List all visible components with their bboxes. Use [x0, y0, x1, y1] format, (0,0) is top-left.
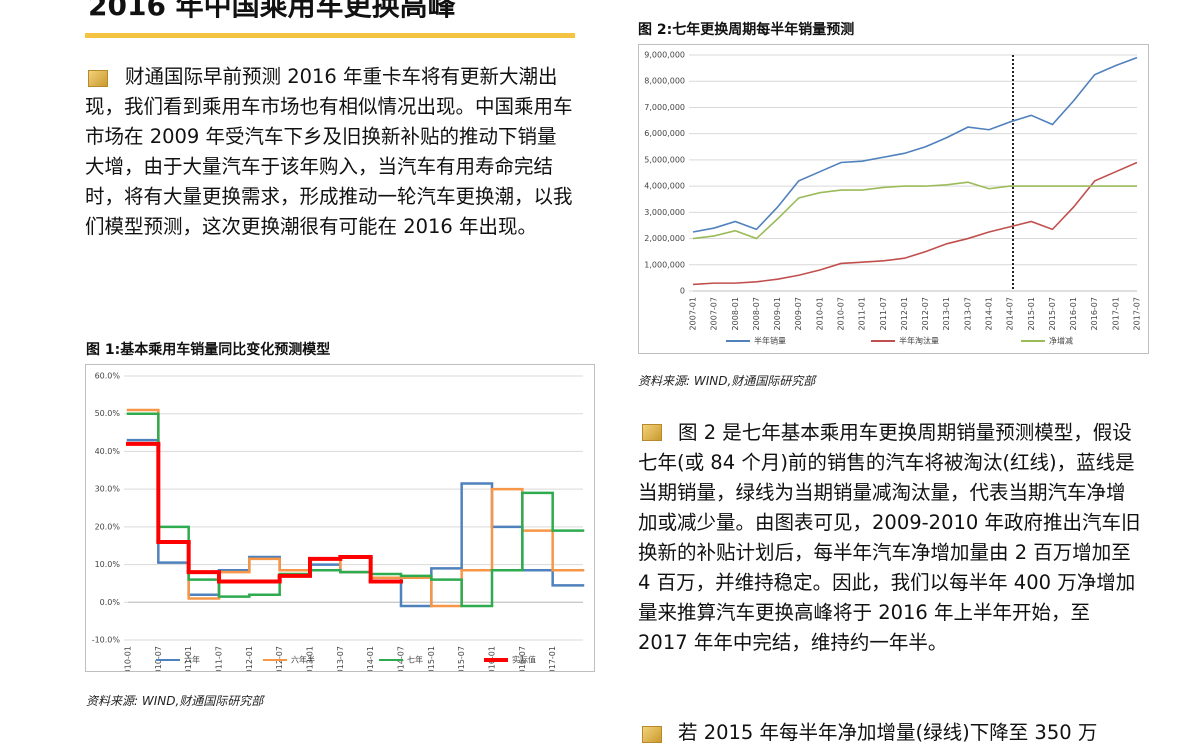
x-tick-label: 2010-07 [154, 646, 163, 672]
y-tick-label: 7,000,000 [644, 103, 685, 112]
legend-label: 七年 [407, 655, 423, 665]
y-tick-label: -10.0% [92, 636, 121, 645]
x-tick-label: 2013-01 [306, 646, 315, 672]
y-tick-label: 50.0% [95, 409, 121, 418]
y-tick-label: 1,000,000 [644, 260, 685, 269]
x-tick-label: 2014-07 [397, 646, 406, 672]
chart: 0 1,000,000 2,000,000 3,000,000 4,000,000 5,0… [638, 44, 1149, 354]
x-tick-label: 2011-01 [184, 646, 193, 672]
chart-source: 资料来源: WIND,财通国际研究部 [86, 694, 264, 708]
legend-label: 六年 [184, 655, 200, 665]
x-tick-label: 2011-07 [879, 297, 888, 330]
y-tick-label: 30.0% [95, 485, 121, 494]
page: 2016 年中国乘用车更换高峰 财通国际早前预测 2016 年重卡车将有更新大潮… [85, 0, 1149, 744]
y-tick-label: 5,000,000 [644, 155, 685, 164]
x-tick-label: 2008-07 [752, 297, 761, 330]
y-tick-label: 9,000,000 [644, 51, 685, 60]
x-tick-label: 2012-01 [245, 646, 254, 672]
x-tick-label: 2014-01 [985, 297, 994, 330]
legend-label: 半年淘汰量 [899, 336, 939, 346]
bullet-icon [88, 70, 108, 87]
legend-label: 半年销量 [754, 336, 786, 346]
legend-label: 六年半 [291, 655, 315, 665]
chart-title: 图 2:七年更换周期每半年销量预测 [638, 22, 855, 38]
x-tick-label: 2015-07 [457, 646, 466, 672]
y-tick-label: 0.0% [100, 598, 121, 607]
x-tick-label: 2016-07 [1090, 297, 1099, 330]
x-tick-label: 2013-07 [336, 646, 345, 672]
x-tick-label: 2013-01 [942, 297, 951, 330]
legend-label: 净增减 [1049, 336, 1073, 346]
y-tick-label: 0 [680, 287, 685, 296]
y-tick-label: 40.0% [95, 447, 121, 456]
x-tick-label: 2011-01 [858, 297, 867, 330]
x-tick-label: 2016-01 [1069, 297, 1078, 330]
chart-title: 图 1:基本乘用车销量同比变化预测模型 [86, 342, 331, 358]
chart: -10.0% 0.0% 10.0% 20.0% 30.0% 40.0% 50.0% 60.0%… [85, 364, 595, 672]
x-tick-label: 2012-01 [900, 297, 909, 330]
y-tick-label: 8,000,000 [644, 77, 685, 86]
x-tick-label: 2017-01 [548, 646, 557, 672]
heading: 2016 年中国乘用车更换高峰 [88, 0, 456, 22]
x-tick-label: 2009-07 [794, 297, 803, 330]
paragraph: 财通国际早前预测 2016 年重卡车将有更新大潮出现，我们看到乘用车市场也有相似… [85, 65, 573, 238]
x-tick-label: 2015-01 [427, 646, 436, 672]
x-tick-label: 2009-01 [773, 297, 782, 330]
x-tick-label: 2007-07 [710, 297, 719, 330]
legend-label: 实际值 [512, 655, 536, 665]
x-tick-label: 2017-07 [1133, 297, 1142, 330]
x-tick-label: 2014-07 [1006, 297, 1015, 330]
x-tick-label: 2015-01 [1027, 297, 1036, 330]
x-tick-label: 2010-01 [815, 297, 824, 330]
y-tick-label: 10.0% [95, 560, 121, 569]
x-tick-label: 2012-07 [275, 646, 284, 672]
paragraph: 若 2015 年每半年净加增量(绿线)下降至 350 万 [678, 721, 1098, 744]
x-tick-label: 2017-01 [1111, 297, 1120, 330]
y-tick-label: 6,000,000 [644, 129, 685, 138]
x-tick-label: 2016-07 [518, 646, 527, 672]
y-tick-label: 2,000,000 [644, 234, 685, 243]
x-tick-label: 2010-07 [837, 297, 846, 330]
y-tick-label: 20.0% [95, 522, 121, 531]
series-line [692, 56, 1138, 233]
bullet-icon [642, 424, 662, 441]
x-tick-label: 2007-01 [689, 297, 698, 330]
y-tick-label: 4,000,000 [644, 182, 685, 191]
x-tick-label: 2015-07 [1048, 297, 1057, 330]
x-tick-label: 2012-07 [921, 297, 930, 330]
x-tick-label: 2014-01 [366, 646, 375, 672]
x-tick-label: 2013-07 [963, 297, 972, 330]
x-tick-label: 2011-07 [215, 646, 224, 672]
series-line [692, 181, 1137, 240]
x-tick-label: 2010-01 [124, 646, 133, 672]
chart-source: 资料来源: WIND,财通国际研究部 [638, 374, 816, 388]
series-line [692, 161, 1138, 286]
x-tick-label: 2008-01 [731, 297, 740, 330]
y-tick-label: 3,000,000 [644, 208, 685, 217]
y-tick-label: 60.0% [95, 372, 121, 381]
heading-rule [85, 33, 575, 38]
paragraph: 图 2 是七年基本乘用车更换周期销量预测模型，假设七年(或 84 个月)前的销售… [638, 421, 1141, 654]
